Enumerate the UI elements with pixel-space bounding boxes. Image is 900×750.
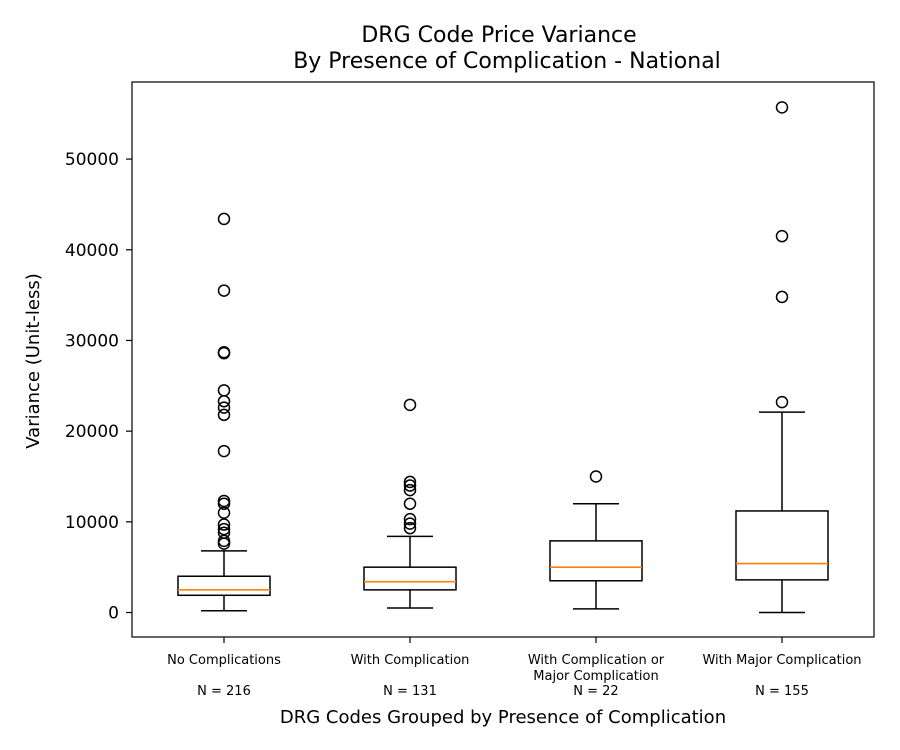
- x-tick-label: With Complication: [351, 653, 470, 668]
- outlier-point: [403, 497, 417, 510]
- outlier-point: [403, 475, 417, 489]
- outlier-point: [775, 290, 789, 304]
- y-axis-label: Variance (Unit-less): [23, 273, 44, 449]
- x-tick-label: With Major Complication: [702, 653, 861, 668]
- outlier-point: [217, 401, 231, 414]
- chart-title-line-2: By Presence of Complication - National: [293, 49, 721, 74]
- iqr-box: [177, 575, 271, 597]
- outlier-point: [217, 408, 231, 422]
- outlier-point: [217, 526, 231, 539]
- outlier-point: [403, 483, 417, 497]
- outlier-point: [403, 521, 417, 535]
- plot-area: 0 10000 20000 30000 40000 50000 No Complicatio…: [65, 101, 862, 699]
- x-group-count-label: N = 155: [755, 684, 809, 699]
- x-group-count-label: N = 216: [197, 684, 251, 699]
- y-tick-label: 20000: [65, 422, 119, 442]
- outlier-point: [217, 212, 231, 226]
- chart-title-line-1: DRG Code Price Variance: [361, 23, 636, 48]
- y-tick-label: 30000: [65, 331, 119, 351]
- plot-frame: [131, 81, 875, 638]
- box-group-2: [363, 398, 457, 609]
- outlier-point: [403, 517, 417, 530]
- iqr-box: [363, 566, 457, 591]
- x-tick-label: No Complications: [167, 653, 281, 668]
- y-tick-label: 0: [108, 604, 119, 624]
- x-tick-label: Major Complication: [533, 669, 658, 684]
- y-tick-label: 50000: [65, 150, 119, 170]
- outlier-point: [217, 345, 231, 359]
- outlier-point: [217, 284, 231, 297]
- outlier-point: [775, 395, 789, 409]
- y-tick-label: 10000: [65, 513, 119, 533]
- outlier-point: [217, 494, 231, 508]
- outlier-point: [775, 101, 789, 114]
- outlier-point: [217, 518, 231, 531]
- x-group-count-label: N = 131: [383, 684, 437, 699]
- outlier-point: [775, 229, 789, 243]
- outlier-point: [403, 398, 417, 412]
- box-group-4: [735, 101, 829, 614]
- outlier-point: [217, 506, 231, 520]
- x-axis-label: DRG Codes Grouped by Presence of Complic…: [280, 707, 726, 728]
- box-group-3: [549, 470, 643, 610]
- outlier-point: [217, 444, 231, 458]
- iqr-box: [735, 510, 829, 581]
- outlier-point: [217, 522, 231, 536]
- outlier-point: [217, 384, 231, 397]
- x-group-count-label: N = 22: [573, 684, 618, 699]
- outlier-point: [403, 479, 417, 492]
- outlier-point: [589, 470, 603, 483]
- iqr-box: [549, 540, 643, 582]
- y-tick-label: 40000: [65, 241, 119, 261]
- x-tick-label: With Complication or: [528, 653, 665, 668]
- box-group-1: [177, 212, 271, 612]
- outlier-point: [403, 512, 417, 526]
- outlier-point: [217, 534, 231, 548]
